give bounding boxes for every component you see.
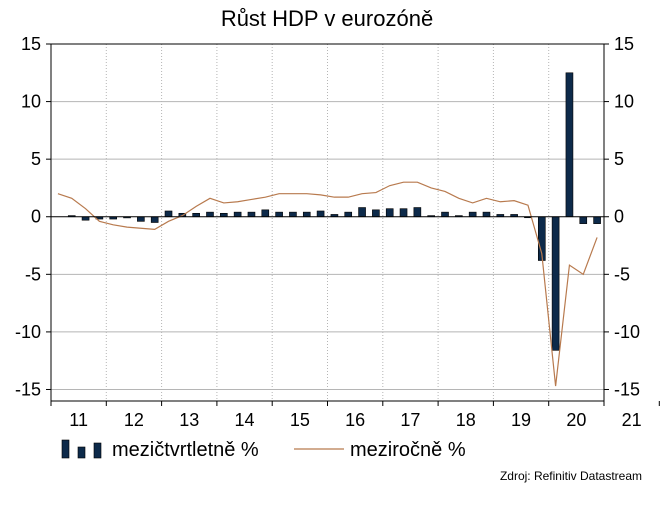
y-axis-right-labels: 15 10 5 0 -5 -10 -15 <box>614 34 640 399</box>
y-tick-label-right: -10 <box>614 322 640 342</box>
x-tick-label: 17 <box>400 410 420 430</box>
bar <box>316 210 325 218</box>
bar <box>482 211 491 218</box>
x-tick-label: 12 <box>124 410 144 430</box>
legend-label-yoy: meziročně % <box>350 439 466 461</box>
bar <box>302 211 311 218</box>
bar <box>441 211 449 218</box>
y-tick-label-right: 5 <box>614 149 624 169</box>
y-tick-label-right: -5 <box>614 264 630 284</box>
bar <box>579 216 588 224</box>
legend-bar-swatch <box>93 442 102 459</box>
x-tick-label: 16 <box>345 410 365 430</box>
x-tick-label: 20 <box>566 410 586 430</box>
plot-frame <box>46 43 660 406</box>
x-tick-label: 19 <box>511 410 531 430</box>
bar <box>289 211 297 218</box>
x-tick-label: 15 <box>290 410 310 430</box>
plot-border <box>50 43 605 402</box>
bar <box>275 211 283 218</box>
bar <box>344 211 353 218</box>
bar <box>192 212 200 218</box>
y-tick-label-left: 5 <box>31 149 41 169</box>
y-axis-left-labels: 15 10 5 0 -5 -10 -15 <box>15 34 41 399</box>
bar <box>220 212 228 218</box>
x-axis-labels: 11 12 13 14 15 16 17 18 19 20 21 <box>69 410 641 430</box>
y-tick-label-left: 0 <box>31 207 41 227</box>
bar <box>150 216 159 223</box>
bar <box>137 216 145 222</box>
x-tick-label: 21 <box>622 410 642 430</box>
x-tick-label: 11 <box>69 410 88 430</box>
y-tick-label-left: 10 <box>21 92 41 112</box>
bar <box>593 216 601 224</box>
bar <box>385 208 394 218</box>
bar <box>164 210 173 218</box>
bar <box>261 209 270 218</box>
x-tick-label: 14 <box>235 410 255 430</box>
y-tick-label-left: 15 <box>21 34 41 54</box>
line-series <box>57 181 598 387</box>
grid-lines <box>51 43 605 401</box>
bar <box>81 216 90 221</box>
bar <box>399 208 408 218</box>
yoy-line <box>57 181 598 387</box>
bar-series <box>67 72 601 351</box>
bar <box>206 211 214 218</box>
bar <box>551 216 560 351</box>
y-tick-label-right: 10 <box>614 92 634 112</box>
y-tick-label-right: 0 <box>614 207 624 227</box>
chart-title: Růst HDP v eurozóně <box>221 6 433 31</box>
legend-bar-swatch <box>61 439 70 459</box>
legend: mezičtvrtletně % meziročně % <box>61 439 466 461</box>
bar <box>413 207 422 218</box>
legend-bar-swatch <box>77 446 86 459</box>
y-tick-label-left: -15 <box>15 379 41 399</box>
source-note: Zdroj: Refinitiv Datastream <box>500 469 642 483</box>
bar <box>233 211 242 218</box>
y-tick-label-right: 15 <box>614 34 634 54</box>
x-tick-label: 13 <box>179 410 199 430</box>
y-tick-label-left: -10 <box>15 322 41 342</box>
y-tick-label-right: -15 <box>614 379 640 399</box>
bar <box>372 209 380 218</box>
bar <box>565 72 574 218</box>
legend-label-qoq: mezičtvrtletně % <box>112 439 259 461</box>
y-tick-label-left: -5 <box>25 264 41 284</box>
bar <box>358 207 366 218</box>
bar <box>247 211 256 218</box>
x-tick-label: 18 <box>456 410 476 430</box>
bar <box>468 211 477 218</box>
